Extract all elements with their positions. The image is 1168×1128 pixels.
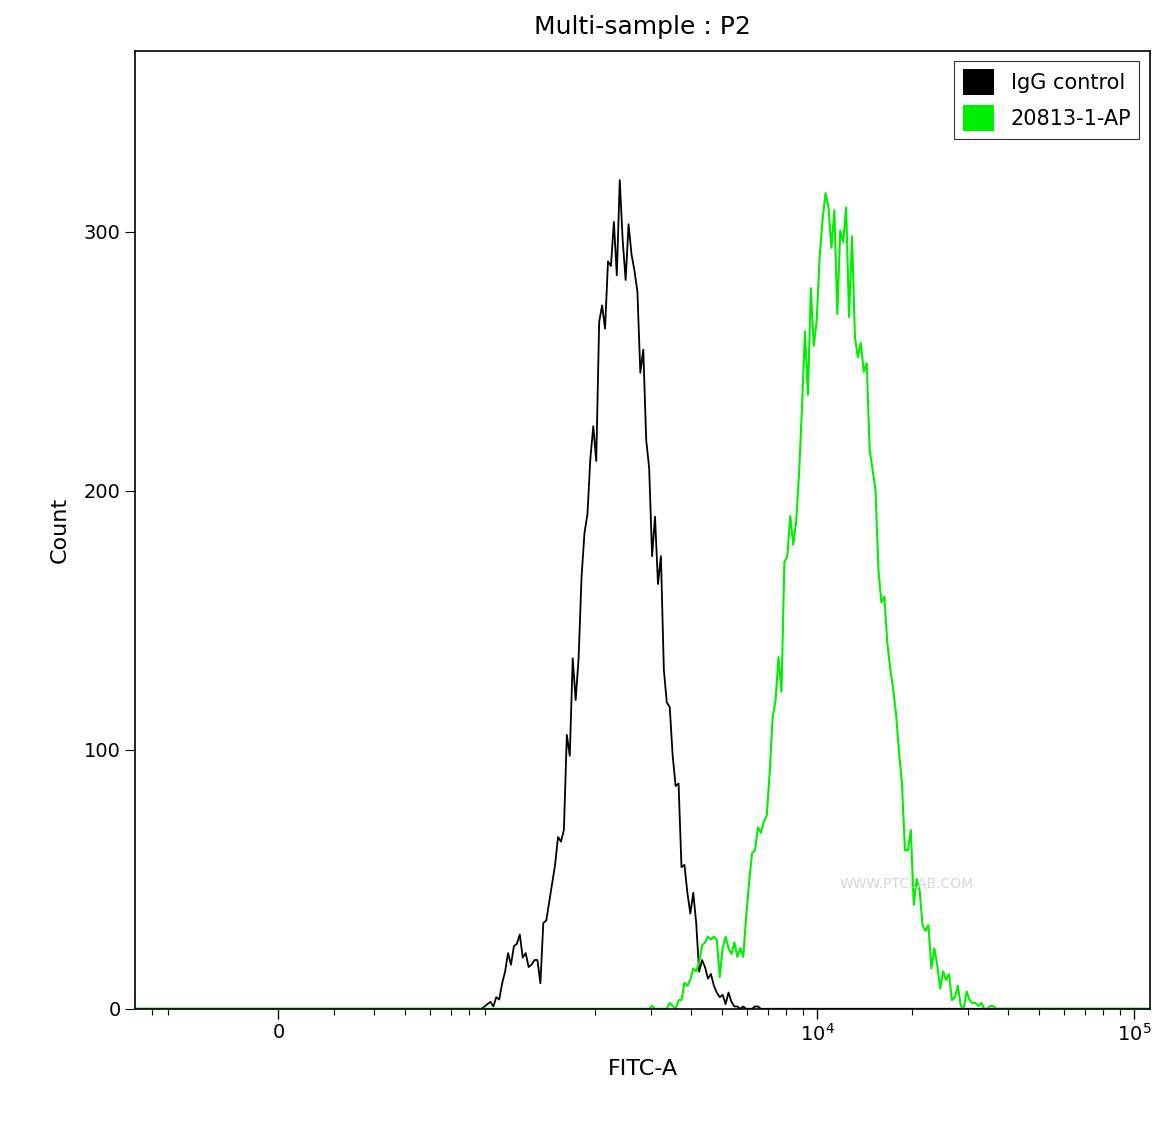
X-axis label: FITC-A: FITC-A (607, 1059, 677, 1079)
Title: Multi-sample : P2: Multi-sample : P2 (534, 15, 751, 39)
Y-axis label: Count: Count (50, 496, 70, 563)
Legend: IgG control, 20813-1-AP: IgG control, 20813-1-AP (954, 61, 1140, 139)
Text: WWW.PTCLAB.COM: WWW.PTCLAB.COM (840, 878, 973, 891)
